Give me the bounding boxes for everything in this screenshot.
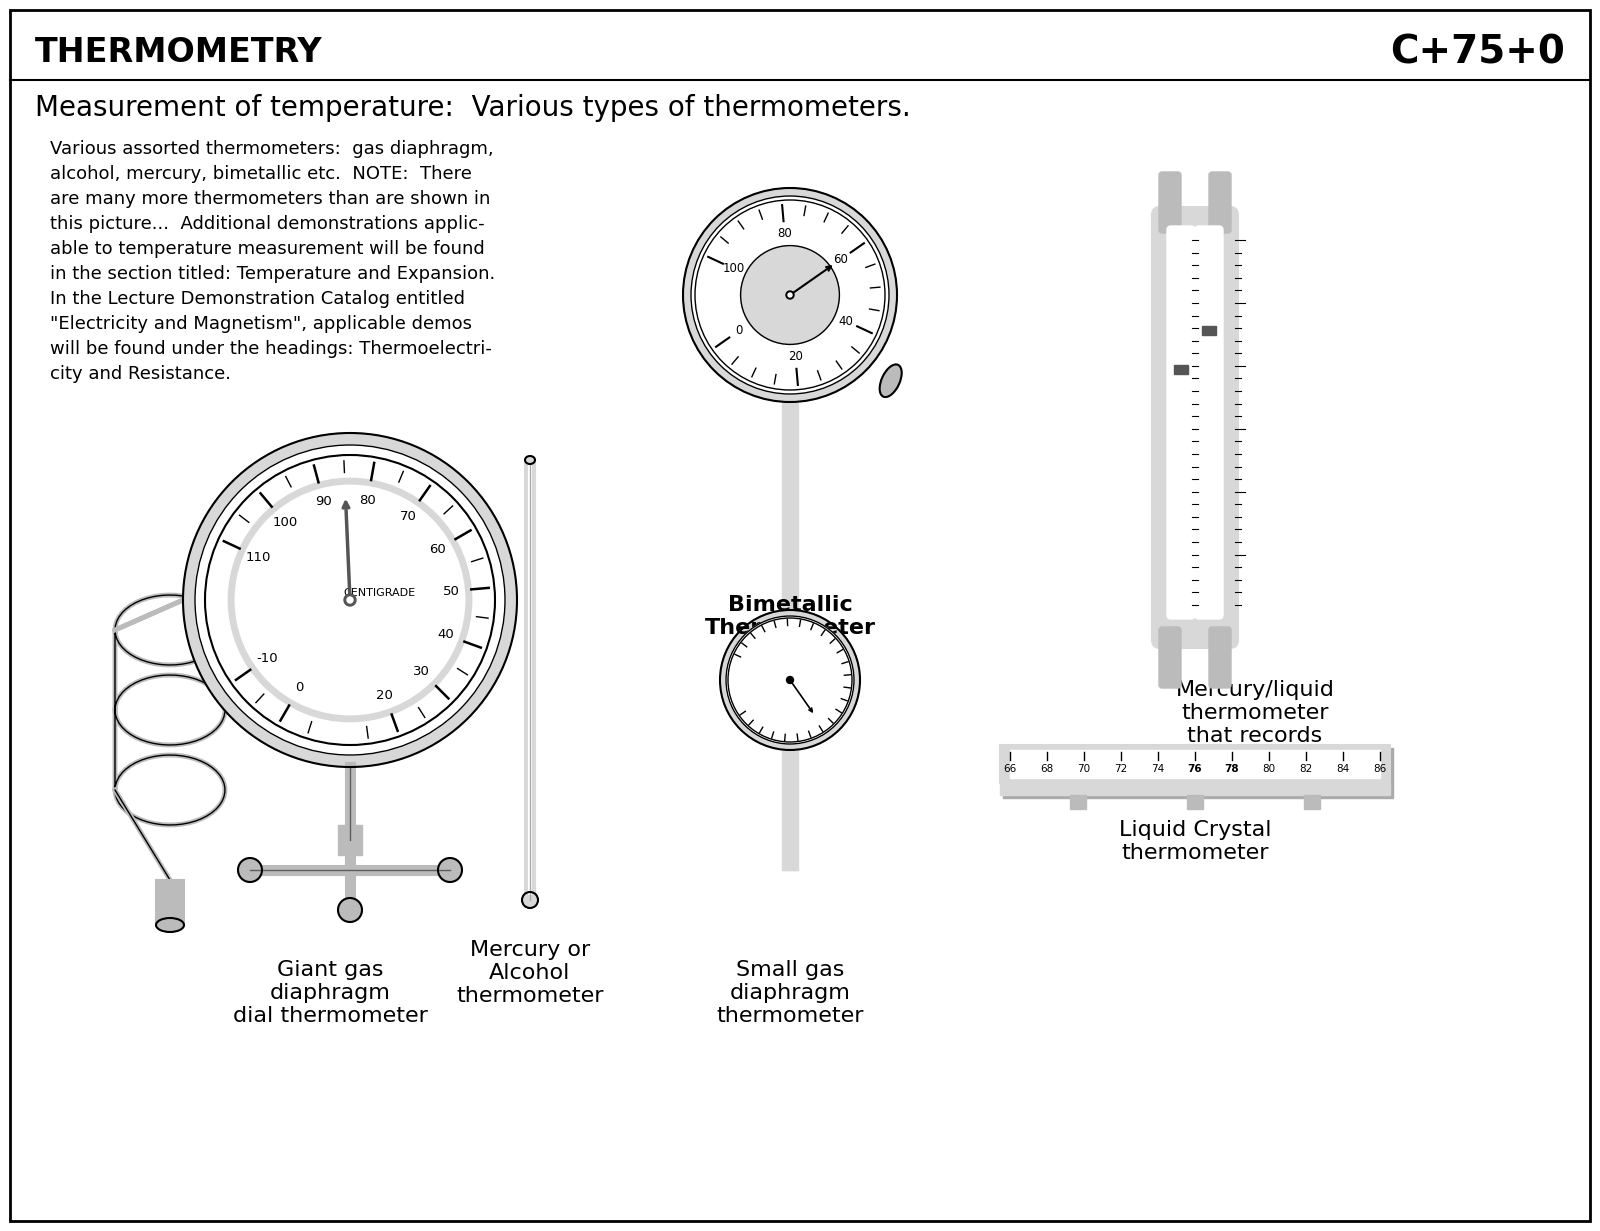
Bar	[1000, 745, 1390, 783]
Text: 72: 72	[1114, 764, 1128, 774]
Bar	[1174, 364, 1187, 374]
Text: 80: 80	[360, 494, 376, 506]
Circle shape	[347, 597, 354, 603]
FancyBboxPatch shape	[1152, 207, 1238, 648]
Bar	[338, 825, 362, 856]
Text: Mercury/liquid
thermometer
that records
high and low: Mercury/liquid thermometer that records …	[1176, 680, 1334, 769]
Text: CENTIGRADE: CENTIGRADE	[342, 587, 414, 598]
Circle shape	[182, 433, 517, 767]
FancyBboxPatch shape	[1210, 172, 1230, 233]
Text: 20: 20	[376, 689, 394, 702]
Circle shape	[205, 455, 494, 745]
Text: 20: 20	[787, 350, 803, 363]
Circle shape	[728, 618, 851, 742]
Circle shape	[691, 196, 890, 394]
Text: 66: 66	[1003, 764, 1016, 774]
Text: 40: 40	[437, 628, 454, 641]
Bar	[1003, 748, 1394, 798]
Bar	[1070, 795, 1086, 809]
Ellipse shape	[880, 364, 902, 398]
Text: 30: 30	[413, 665, 430, 678]
Bar	[782, 750, 797, 870]
Text: 68: 68	[1040, 764, 1054, 774]
Text: Bimetallic
Thermometer: Bimetallic Thermometer	[704, 595, 875, 638]
Circle shape	[522, 892, 538, 908]
Text: 60: 60	[834, 254, 848, 266]
Circle shape	[741, 246, 840, 345]
Bar	[1000, 783, 1390, 795]
Circle shape	[238, 858, 262, 881]
Text: Measurement of temperature:  Various types of thermometers.: Measurement of temperature: Various type…	[35, 94, 910, 122]
Bar	[1304, 795, 1320, 809]
Text: 40: 40	[838, 315, 853, 327]
Text: 82: 82	[1299, 764, 1312, 774]
Ellipse shape	[157, 918, 184, 932]
FancyBboxPatch shape	[1210, 627, 1230, 688]
FancyBboxPatch shape	[1166, 227, 1195, 619]
Text: 70: 70	[1077, 764, 1091, 774]
Text: 80: 80	[778, 227, 792, 240]
Text: Liquid Crystal
thermometer: Liquid Crystal thermometer	[1118, 820, 1272, 863]
FancyBboxPatch shape	[1158, 172, 1181, 233]
Bar	[1187, 795, 1203, 809]
Bar	[1202, 326, 1216, 335]
Text: 0: 0	[736, 324, 742, 337]
Circle shape	[720, 611, 861, 750]
Text: -10: -10	[256, 651, 278, 665]
Circle shape	[786, 291, 794, 299]
Text: C+75+0: C+75+0	[1390, 33, 1565, 71]
Text: Small gas
diaphragm
thermometer: Small gas diaphragm thermometer	[717, 960, 864, 1027]
Circle shape	[726, 616, 854, 744]
Text: 0: 0	[294, 682, 304, 694]
Text: 110: 110	[245, 550, 270, 564]
Text: 86: 86	[1373, 764, 1387, 774]
Circle shape	[787, 677, 794, 683]
Bar	[782, 403, 798, 870]
Text: 84: 84	[1336, 764, 1350, 774]
Text: 100: 100	[723, 262, 746, 276]
Text: 100: 100	[272, 516, 298, 529]
Text: 90: 90	[315, 495, 333, 508]
Text: Giant gas
diaphragm
dial thermometer: Giant gas diaphragm dial thermometer	[232, 960, 427, 1027]
Circle shape	[694, 199, 885, 390]
Text: 78: 78	[1224, 764, 1240, 774]
Circle shape	[344, 595, 355, 606]
Text: Various assorted thermometers:  gas diaphragm,
alcohol, mercury, bimetallic etc.: Various assorted thermometers: gas diaph…	[50, 140, 496, 383]
FancyBboxPatch shape	[1195, 227, 1222, 619]
Text: 76: 76	[1187, 764, 1202, 774]
FancyBboxPatch shape	[1158, 627, 1181, 688]
Bar	[528, 465, 531, 895]
Circle shape	[338, 897, 362, 922]
Text: 80: 80	[1262, 764, 1275, 774]
Circle shape	[195, 444, 506, 755]
Circle shape	[438, 858, 462, 881]
Circle shape	[683, 188, 898, 403]
Bar	[1010, 750, 1379, 778]
Text: 74: 74	[1152, 764, 1165, 774]
Text: Mercury or
Alcohol
thermometer: Mercury or Alcohol thermometer	[456, 940, 603, 1007]
Bar	[525, 460, 534, 900]
Ellipse shape	[525, 455, 534, 464]
Text: THERMOMETRY: THERMOMETRY	[35, 36, 323, 69]
Text: 50: 50	[443, 585, 459, 598]
Text: 70: 70	[400, 511, 416, 523]
Bar	[157, 880, 184, 924]
Text: 60: 60	[429, 543, 446, 555]
Circle shape	[787, 293, 792, 297]
